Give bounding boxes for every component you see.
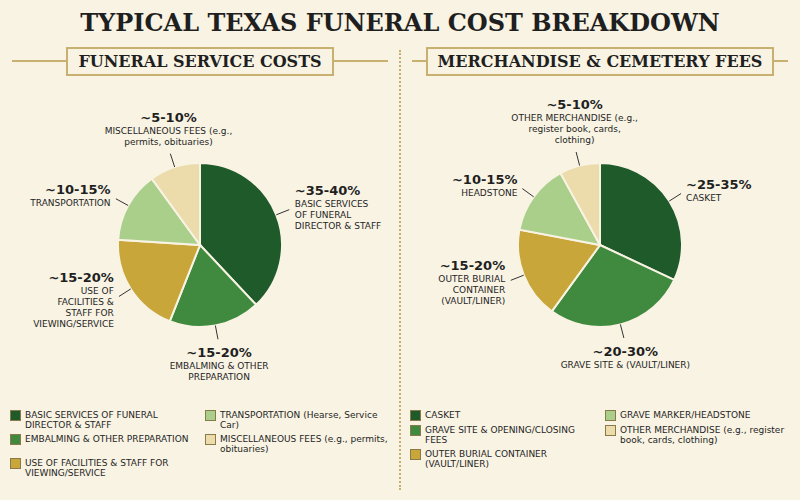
svg-text:BASIC SERVICES: BASIC SERVICES	[295, 199, 369, 209]
svg-text:permits, obituaries): permits, obituaries)	[124, 137, 212, 147]
html-text:OUTER BURIAL CONTAINER (VAULT/: OUTER BURIAL CONTAINER (VAULT/LINER)	[425, 449, 548, 469]
svg-text:OTHER MERCHANDISE (e.g.,: OTHER MERCHANDISE (e.g.,	[511, 113, 638, 123]
svg-text:~15-20%: ~15-20%	[48, 270, 114, 285]
svg-text:~35-40%: ~35-40%	[295, 183, 361, 198]
svg-text:CONTAINER: CONTAINER	[453, 285, 505, 295]
svg-text:CASKET: CASKET	[686, 193, 722, 203]
html-text:FUNERAL SERVICE COSTS: FUNERAL SERVICE COSTS	[78, 51, 322, 71]
svg-text:(VAULT/LINER): (VAULT/LINER)	[441, 296, 505, 306]
svg-text:~25-35%: ~25-35%	[686, 177, 752, 192]
svg-text:TRANSPORTATION: TRANSPORTATION	[29, 198, 110, 208]
svg-text:~20-30%: ~20-30%	[593, 344, 659, 359]
html-text:TRANSPORTATION (Hearse, Servic: TRANSPORTATION (Hearse, Service Car)	[220, 410, 378, 430]
svg-text:STAFF FOR: STAFF FOR	[65, 308, 113, 318]
svg-text:~5-10%: ~5-10%	[140, 110, 196, 125]
svg-text:DIRECTOR & STAFF: DIRECTOR & STAFF	[295, 221, 381, 231]
svg-text:register book, cards,: register book, cards,	[528, 124, 621, 134]
svg-text:EMBALMING & OTHER: EMBALMING & OTHER	[170, 361, 269, 371]
html-text:BASIC SERVICES OF FUNERAL DIRE: BASIC SERVICES OF FUNERAL DIRECTOR & STA…	[25, 410, 158, 430]
html-text:MISCELLANEOUS FEES (e.g., perm: MISCELLANEOUS FEES (e.g., permits, obitu…	[220, 434, 388, 454]
svg-text:~15-20%: ~15-20%	[186, 345, 252, 360]
html-text:OTHER MERCHANDISE (e.g., regis: OTHER MERCHANDISE (e.g., register book, …	[620, 425, 785, 445]
svg-text:VIEWING/SERVICE: VIEWING/SERVICE	[33, 319, 114, 329]
svg-text:~10-15%: ~10-15%	[452, 172, 518, 187]
svg-text:FACILITIES &: FACILITIES &	[57, 297, 113, 307]
svg-text:~15-20%: ~15-20%	[440, 258, 506, 273]
svg-text:PREPARATION: PREPARATION	[188, 372, 250, 382]
svg-text:GRAVE SITE & (VAULT/LINER): GRAVE SITE & (VAULT/LINER)	[561, 360, 690, 370]
html-text:USE OF FACILITIES & STAFF FOR: USE OF FACILITIES & STAFF FOR VIEWING/SE…	[25, 458, 169, 478]
html-text:MERCHANDISE & CEMETERY FEES: MERCHANDISE & CEMETERY FEES	[437, 51, 763, 71]
html-text:GRAVE SITE & OPENING/CLOSING F: GRAVE SITE & OPENING/CLOSING FEES	[425, 425, 575, 445]
svg-text:~10-15%: ~10-15%	[45, 182, 111, 197]
svg-text:MISCELLANEOUS FEES (e.g.,: MISCELLANEOUS FEES (e.g.,	[105, 126, 233, 136]
svg-text:USE OF: USE OF	[81, 286, 114, 296]
html-text:TYPICAL TEXAS FUNERAL COST BRE: TYPICAL TEXAS FUNERAL COST BREAKDOWN	[80, 8, 720, 37]
html-text:EMBALMING & OTHER PREPARATION: EMBALMING & OTHER PREPARATION	[25, 434, 189, 444]
svg-text:HEADSTONE: HEADSTONE	[461, 188, 518, 198]
svg-text:OUTER BURIAL: OUTER BURIAL	[438, 274, 505, 284]
svg-text:~5-10%: ~5-10%	[546, 97, 602, 112]
svg-text:clothing): clothing)	[555, 135, 595, 145]
html-text:CASKET: CASKET	[425, 410, 461, 420]
html-text:GRAVE MARKER/HEADSTONE: GRAVE MARKER/HEADSTONE	[620, 410, 751, 420]
svg-text:OF FUNERAL: OF FUNERAL	[295, 210, 351, 220]
